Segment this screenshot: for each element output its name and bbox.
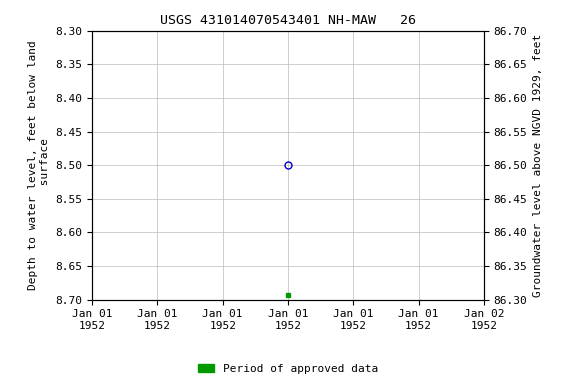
Title: USGS 431014070543401 NH-MAW   26: USGS 431014070543401 NH-MAW 26 [160,14,416,27]
Y-axis label: Depth to water level, feet below land
 surface: Depth to water level, feet below land su… [28,40,50,290]
Y-axis label: Groundwater level above NGVD 1929, feet: Groundwater level above NGVD 1929, feet [533,33,543,297]
Legend: Period of approved data: Period of approved data [193,359,383,379]
